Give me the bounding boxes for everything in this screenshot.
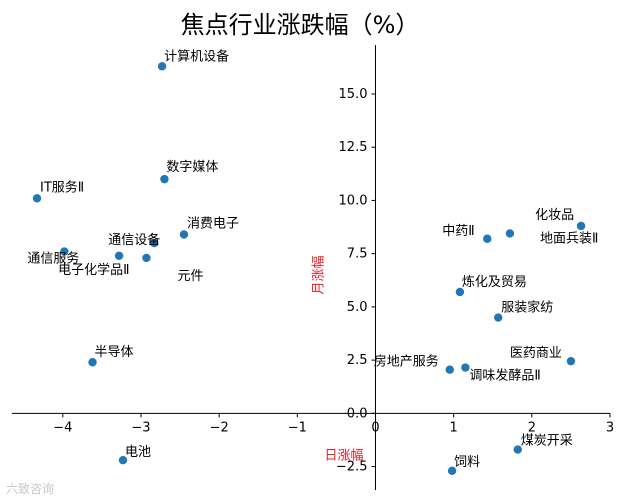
data-point xyxy=(576,221,586,231)
point-label: 半导体 xyxy=(95,345,134,360)
point-label: 电子化学品Ⅱ xyxy=(58,262,129,278)
data-points xyxy=(32,62,586,476)
data-point xyxy=(513,445,522,454)
watermark: 六致咨询 xyxy=(6,482,55,496)
data-point xyxy=(179,230,189,239)
x-tick-label: 1 xyxy=(450,420,458,435)
tick-labels: −4 −3 −2 −1 0 1 2 3 −2.5 0.0 2.5 5.0 7.5 10.0 12.5 15.0 xyxy=(53,87,614,475)
point-label: 房地产服务 xyxy=(374,354,439,370)
x-tick-label: −1 xyxy=(288,420,307,435)
axes xyxy=(12,45,611,490)
point-label: 消费电子 xyxy=(187,216,239,231)
point-label: 元件 xyxy=(177,269,203,284)
y-tick-label: 15.0 xyxy=(339,87,368,102)
data-point xyxy=(32,194,42,203)
point-label: 通信服务 xyxy=(27,251,79,267)
data-point xyxy=(157,62,167,71)
data-point xyxy=(566,356,576,366)
x-tick-label: −3 xyxy=(131,420,150,435)
data-point xyxy=(445,365,454,374)
point-label: 计算机设备 xyxy=(164,48,229,64)
data-point xyxy=(455,287,465,297)
y-tick-label: 7.5 xyxy=(347,247,368,262)
data-point xyxy=(114,251,124,260)
data-point xyxy=(118,455,128,465)
data-point xyxy=(483,234,492,243)
point-label: 地面兵装Ⅱ xyxy=(540,231,598,246)
data-point xyxy=(461,363,470,372)
data-point xyxy=(88,358,97,367)
point-label: IT服务Ⅱ xyxy=(40,179,84,195)
data-point xyxy=(494,313,503,322)
y-tick-label: 5.0 xyxy=(347,300,368,315)
point-label: 化妆品 xyxy=(535,208,574,223)
data-point xyxy=(505,229,515,238)
point-label: 调味发酵品Ⅱ xyxy=(469,368,540,384)
point-label: 服装家纺 xyxy=(501,300,553,316)
point-label: 数字媒体 xyxy=(166,160,218,175)
y-tick-label: 10.0 xyxy=(339,193,368,208)
y-axis-label: 月涨幅 xyxy=(311,255,326,294)
data-point xyxy=(150,238,159,248)
point-label: 中药Ⅱ xyxy=(442,224,474,239)
data-point xyxy=(60,247,69,256)
y-tick-label: 2.5 xyxy=(347,353,368,368)
point-label: 医药商业 xyxy=(510,346,562,361)
x-tick-label: 0 xyxy=(371,420,379,435)
y-tick-label: −2.5 xyxy=(336,460,368,475)
point-label: 通信设备 xyxy=(108,232,160,248)
point-label: 饲料 xyxy=(454,455,480,470)
x-tick-label: −2 xyxy=(210,420,229,435)
x-axis-label: 日涨幅 xyxy=(324,448,363,463)
point-label: 煤炭开采 xyxy=(521,434,573,449)
y-tick-label: 0.0 xyxy=(347,406,368,421)
point-label: 电池 xyxy=(125,445,151,460)
x-tick-label: 2 xyxy=(528,420,536,435)
y-tick-label: 12.5 xyxy=(339,140,368,155)
data-point xyxy=(142,253,151,263)
chart-title: 焦点行业涨跌幅（%） xyxy=(181,11,420,39)
x-tick-label: −4 xyxy=(53,420,72,435)
point-label: 炼化及贸易 xyxy=(462,275,527,290)
data-point xyxy=(447,466,457,476)
data-point xyxy=(160,174,169,184)
x-tick-label: 3 xyxy=(606,420,614,435)
